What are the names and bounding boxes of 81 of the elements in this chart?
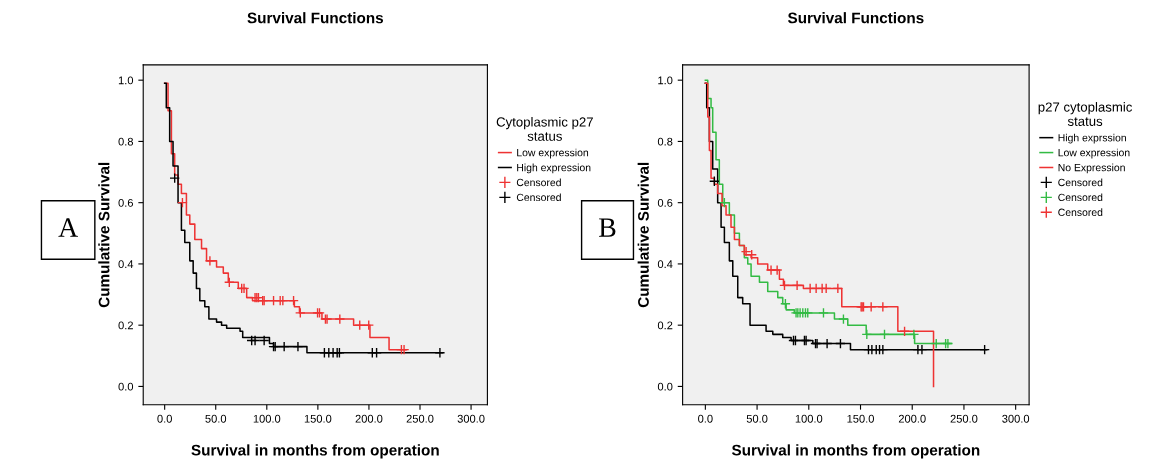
x-tick-label: 250.0: [950, 414, 978, 423]
x-tick-label: 150.0: [304, 414, 332, 423]
legend-label: High exprssion: [1058, 133, 1126, 144]
x-tick-label: 300.0: [1002, 414, 1030, 423]
point: [278, 341, 290, 352]
point: [363, 319, 375, 331]
point: [908, 329, 920, 340]
x-tick-label: 200.0: [898, 414, 926, 423]
legend-title: Cytoplasmic p27 status: [496, 116, 593, 141]
y-tick-label: 0.4: [118, 260, 134, 269]
point: [835, 338, 846, 349]
legend-label: Low expression: [1058, 148, 1130, 159]
point: [292, 341, 304, 352]
point: [746, 249, 758, 261]
x-tick-label: 150.0: [847, 414, 874, 423]
point: [838, 313, 849, 325]
point: [709, 175, 720, 187]
y-axis-title: Cumulative Survival: [98, 162, 110, 308]
x-tick-label: 300.0: [457, 414, 485, 423]
point: [169, 172, 181, 184]
point: [719, 197, 730, 209]
y-tick-label: 0.0: [657, 382, 673, 391]
chart-title: Survival Functions: [247, 12, 384, 24]
point: [334, 313, 346, 325]
chart-title: Survival Functions: [787, 12, 924, 24]
point: [821, 338, 833, 349]
y-tick-label: 0.0: [118, 382, 134, 391]
y-tick-label: 0.2: [118, 321, 133, 330]
point: [865, 301, 877, 313]
x-tick-label: 0.0: [698, 414, 713, 423]
legend-label: No Expression: [1058, 163, 1125, 174]
legend-label: Censored: [1058, 193, 1103, 202]
legend-label: Censored: [516, 193, 561, 202]
y-tick-label: 0.2: [657, 321, 673, 330]
x-axis-title: Survival in months from operation: [191, 444, 439, 459]
x-tick-label: 100.0: [795, 414, 823, 423]
point: [791, 280, 803, 291]
point: [434, 347, 446, 359]
y-tick-label: 0.8: [118, 137, 134, 146]
point: [258, 335, 270, 346]
y-axis-title: Cumulative Survival: [637, 162, 649, 308]
legend-label: High expression: [517, 163, 591, 174]
x-tick-label: 0.0: [157, 414, 172, 423]
y-tick-label: 1.0: [118, 76, 134, 85]
point: [832, 283, 844, 294]
y-tick-label: 0.6: [657, 198, 673, 207]
point: [899, 325, 910, 337]
legend-label: Censored: [1058, 208, 1103, 216]
x-axis-title: Survival in months from operation: [731, 444, 980, 459]
point: [820, 283, 832, 294]
point: [268, 295, 279, 307]
text: A: [58, 218, 78, 237]
point: [177, 197, 188, 209]
point: [930, 338, 942, 349]
point: [288, 295, 299, 307]
x-tick-label: 250.0: [406, 414, 434, 423]
point: [740, 246, 752, 258]
point: [354, 319, 366, 331]
x-tick-label: 50.0: [746, 414, 768, 423]
legend-label: Censored: [1058, 178, 1103, 187]
point: [979, 344, 990, 356]
point: [204, 255, 216, 267]
y-tick-label: 0.4: [657, 260, 673, 269]
point: [294, 307, 306, 319]
point: [780, 298, 791, 310]
y-tick-label: 0.8: [657, 137, 673, 146]
y-tick-label: 0.6: [118, 198, 134, 207]
legend-title: p27 cytoplasmic status: [1038, 102, 1133, 126]
point: [779, 280, 790, 291]
point: [877, 301, 889, 313]
point: [879, 329, 890, 340]
point: [861, 329, 873, 340]
x-tick-label: 200.0: [355, 414, 383, 423]
legend-label: Low expression: [517, 148, 589, 159]
point: [223, 276, 235, 288]
legend-label: Censored: [516, 178, 561, 187]
y-tick-label: 1.0: [658, 76, 673, 85]
x-tick-label: 50.0: [205, 414, 227, 423]
text: B: [599, 218, 616, 237]
point: [818, 307, 829, 319]
x-tick-label: 100.0: [253, 414, 281, 423]
